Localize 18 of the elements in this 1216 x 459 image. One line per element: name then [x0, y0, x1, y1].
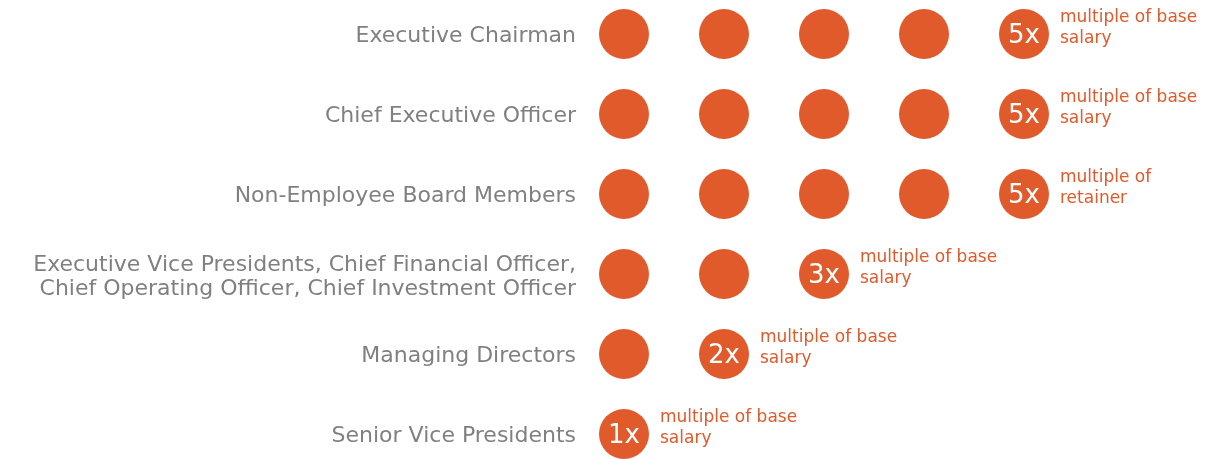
category-label: Managing Directors [361, 342, 576, 367]
category-label: Senior Vice Presidents [331, 422, 576, 447]
text: multiple of base salary [760, 326, 898, 367]
data-label: 1x [608, 419, 640, 449]
text: multiple of base salary [1060, 6, 1198, 47]
data-label: 3x [808, 259, 840, 289]
category-label: Executive Chairman [355, 22, 576, 47]
data-label: 5x [1008, 19, 1040, 49]
category-label: Non-Employee Board Members [234, 182, 576, 207]
text: multiple of base salary [860, 246, 998, 287]
data-label: 5x [1008, 179, 1040, 209]
text: multiple of base salary [660, 406, 798, 447]
category-label: Executive Vice Presidents, Chief Financial Officer, Chief Operating Officer, Chief Investment Officer [33, 251, 577, 300]
data-label: 5x [1008, 99, 1040, 129]
category-label: Chief Executive Officer [324, 102, 577, 127]
data-label: 2x [708, 339, 740, 369]
text: multiple of base salary [1060, 86, 1198, 127]
text: multiple of retainer [1060, 166, 1152, 207]
